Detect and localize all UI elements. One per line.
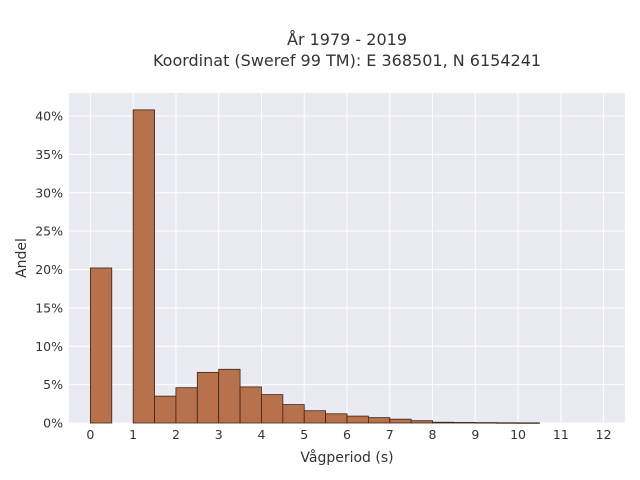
bar-8 [282, 404, 305, 424]
bar-2 [154, 395, 177, 424]
x-tick-label-2: 2 [172, 427, 180, 442]
y-tick-label-1: 5% [43, 377, 63, 392]
x-tick-label-1: 1 [129, 427, 137, 442]
bar-7 [261, 394, 284, 424]
bar-5 [218, 368, 241, 424]
y-tick-label-0: 0% [43, 416, 63, 431]
y-tick-label-7: 35% [35, 147, 63, 162]
x-tick-label-8: 8 [429, 427, 437, 442]
x-tick-label-9: 9 [471, 427, 479, 442]
x-tick-label-5: 5 [300, 427, 308, 442]
x-tick-label-0: 0 [86, 427, 94, 442]
bar-4 [196, 371, 220, 424]
bar-9 [303, 410, 327, 424]
y-tick-label-4: 20% [35, 262, 63, 277]
x-tick-label-10: 10 [510, 427, 526, 442]
x-tick-label-6: 6 [343, 427, 351, 442]
bar-19 [517, 422, 540, 424]
chart-title-line-1: År 1979 - 2019 [287, 30, 407, 49]
x-axis-ticks: 0 1 2 3 4 5 6 7 8 9 10 11 12 [86, 427, 611, 442]
bar-17 [474, 422, 498, 424]
bar-14 [410, 420, 433, 424]
bar-10 [325, 413, 348, 424]
bar-13 [389, 418, 412, 424]
bar-6 [239, 386, 262, 424]
x-tick-label-12: 12 [596, 427, 612, 442]
chart-title-line-2: Koordinat (Sweref 99 TM): E 368501, N 61… [153, 51, 541, 70]
y-tick-label-3: 15% [35, 300, 63, 315]
bar-15 [432, 421, 455, 424]
bar-18 [496, 422, 519, 424]
bar-0 [89, 267, 113, 424]
bar-12 [367, 417, 391, 424]
bar-3 [175, 387, 198, 424]
y-tick-label-6: 30% [35, 185, 63, 200]
bar-16 [453, 422, 476, 424]
x-tick-label-4: 4 [257, 427, 265, 442]
bar-1 [132, 109, 155, 424]
y-tick-label-8: 40% [35, 109, 63, 124]
x-tick-label-11: 11 [553, 427, 569, 442]
y-axis-ticks: 0% 5% 10% 15% 20% 25% 30% 35% 40% [35, 109, 63, 431]
x-tick-label-3: 3 [215, 427, 223, 442]
x-axis-label: Vågperiod (s) [300, 449, 393, 466]
y-tick-label-2: 10% [35, 339, 63, 354]
bar-11 [346, 415, 369, 424]
y-axis-label: Andel [14, 238, 30, 278]
x-tick-label-7: 7 [386, 427, 394, 442]
histogram-bars [89, 109, 540, 424]
y-tick-label-5: 25% [35, 224, 63, 239]
